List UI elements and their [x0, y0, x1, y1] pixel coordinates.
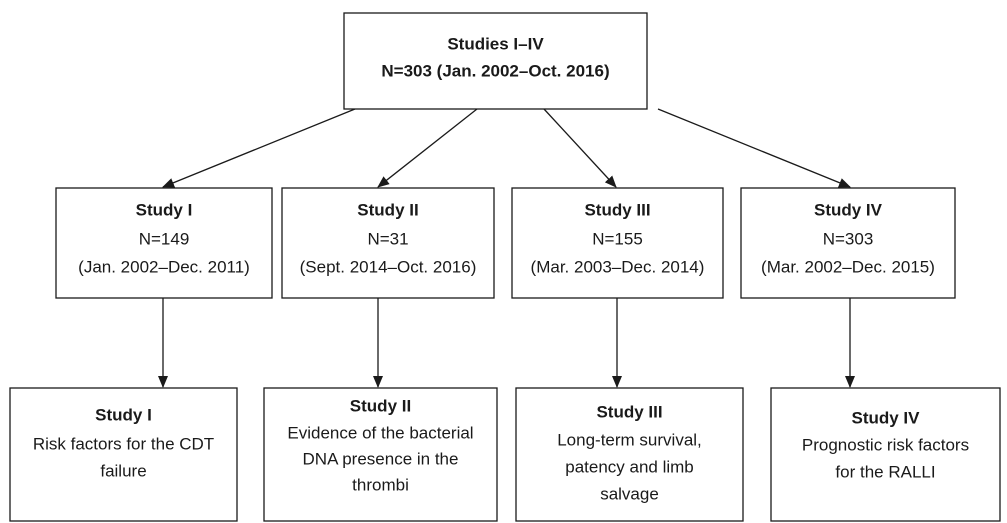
node-line: (Sept. 2014–Oct. 2016)	[300, 257, 477, 276]
node-line: N=31	[367, 229, 408, 248]
node-line: N=303 (Jan. 2002–Oct. 2016)	[381, 61, 609, 80]
box	[511, 187, 724, 299]
box	[770, 387, 1001, 522]
node-line: (Mar. 2003–Dec. 2014)	[531, 257, 705, 276]
node-title: Study I	[136, 200, 193, 219]
box	[281, 187, 495, 299]
box	[55, 187, 273, 299]
box	[343, 12, 648, 110]
box	[515, 387, 744, 522]
node-title: Study II	[357, 200, 418, 219]
arrows	[158, 108, 855, 388]
arrow	[377, 108, 478, 188]
node-title: Study III	[584, 200, 650, 219]
box	[740, 187, 956, 299]
node-title: Study III	[596, 402, 662, 421]
arrow	[162, 108, 356, 188]
node-line: N=155	[592, 229, 643, 248]
node-title: Studies I–IV	[447, 34, 544, 53]
node-line: N=303	[823, 229, 874, 248]
node-title: Study IV	[851, 408, 920, 427]
node-line: (Mar. 2002–Dec. 2015)	[761, 257, 935, 276]
node-title: Study IV	[814, 200, 883, 219]
node-line: N=149	[139, 229, 190, 248]
arrow	[543, 108, 617, 188]
node-title: Study I	[95, 405, 152, 424]
node-line: patency and limb	[565, 457, 694, 476]
nodes: Studies I–IV N=303 (Jan. 2002–Oct. 2016) S…	[9, 12, 1001, 522]
node-line: salvage	[600, 484, 659, 503]
node-line: for the RALLI	[835, 462, 935, 481]
node-line: DNA presence in the	[303, 449, 459, 468]
node-line: Prognostic risk factors	[802, 435, 969, 454]
box	[9, 387, 238, 522]
node-line: thrombi	[352, 475, 409, 494]
box	[263, 387, 498, 522]
node-line: Long-term survival,	[557, 430, 702, 449]
node-line: (Jan. 2002–Dec. 2011)	[78, 257, 250, 276]
arrow	[657, 108, 851, 188]
node-line: failure	[100, 461, 146, 480]
node-line: Evidence of the bacterial	[287, 423, 473, 442]
node-title: Study II	[350, 396, 411, 415]
node-line: Risk factors for the CDT	[33, 434, 214, 453]
